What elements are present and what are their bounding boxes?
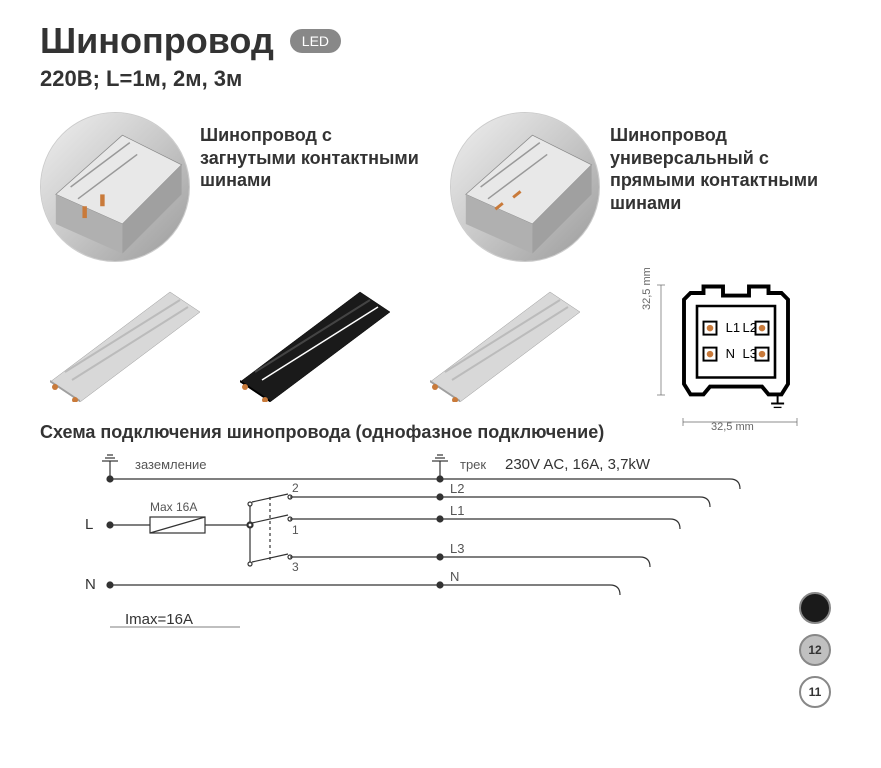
- svg-text:Max 16A: Max 16A: [150, 500, 197, 514]
- cross-section-drawing: L1 L2 N L3: [671, 280, 801, 410]
- products-row: Шинопровод с загнутыми контактными шинам…: [40, 112, 841, 262]
- page-title: Шинопровод: [40, 20, 274, 62]
- product-right-photo: [450, 112, 600, 262]
- svg-text:трек: трек: [460, 457, 486, 472]
- product-right: Шинопровод универсальный с прямыми конта…: [450, 112, 830, 262]
- product-right-desc: Шинопровод универсальный с прямыми конта…: [610, 112, 830, 214]
- svg-text:L3: L3: [450, 541, 464, 556]
- svg-text:L1: L1: [450, 503, 464, 518]
- swatch-white: 11: [799, 676, 831, 708]
- rail-white-1: [40, 272, 210, 402]
- subtitle: 220В; L=1м, 2м, 3м: [40, 66, 841, 92]
- color-swatches: 12 11: [799, 592, 831, 708]
- svg-text:L2: L2: [743, 320, 757, 335]
- svg-text:230V AC, 16A, 3,7kW: 230V AC, 16A, 3,7kW: [505, 456, 651, 473]
- product-left-photo: [40, 112, 190, 262]
- svg-text:N: N: [450, 569, 459, 584]
- svg-text:L2: L2: [450, 481, 464, 496]
- svg-text:N: N: [726, 346, 735, 361]
- dim-vertical: [653, 280, 669, 410]
- svg-text:L3: L3: [743, 346, 757, 361]
- svg-text:N: N: [85, 576, 96, 593]
- cs-dim-h: 32,5 mm: [711, 421, 754, 433]
- svg-text:заземление: заземление: [135, 457, 207, 472]
- rail-black: [230, 272, 400, 402]
- svg-text:Imax=16A: Imax=16A: [125, 611, 193, 628]
- svg-text:2: 2: [292, 481, 299, 495]
- cs-dim-v: 32,5 mm: [641, 267, 653, 310]
- swatch-grey: 12: [799, 634, 831, 666]
- svg-text:3: 3: [292, 560, 299, 574]
- svg-text:L1: L1: [726, 320, 740, 335]
- svg-text:L: L: [85, 516, 93, 533]
- product-left: Шинопровод с загнутыми контактными шинам…: [40, 112, 420, 262]
- cross-section: L1 L2 N L3 32,5 mm 32,5 mm: [671, 280, 841, 415]
- swatch-black: [799, 592, 831, 624]
- wiring-diagram: заземление трек 230V AC, 16A, 3,7kW L Ma…: [40, 449, 800, 649]
- product-left-desc: Шинопровод с загнутыми контактными шинам…: [200, 112, 420, 192]
- header: Шинопровод LED: [40, 20, 841, 62]
- svg-text:1: 1: [292, 523, 299, 537]
- rail-white-2: [420, 272, 590, 402]
- led-badge: LED: [290, 29, 341, 53]
